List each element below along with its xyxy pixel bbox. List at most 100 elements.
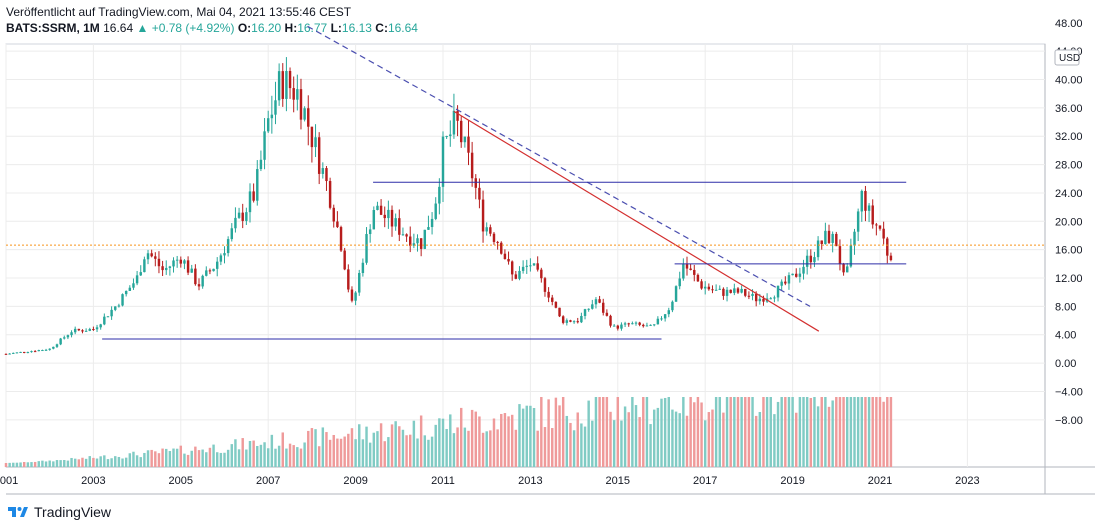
volume-bar (642, 397, 645, 467)
candle-body (787, 275, 791, 284)
volume-bar (529, 405, 532, 467)
candle-body (219, 255, 223, 262)
candle-body (314, 137, 317, 148)
candle-body (186, 260, 190, 273)
volume-bar (423, 435, 427, 467)
volume-bar (201, 449, 204, 467)
candle-body (736, 288, 740, 293)
volume-bar (514, 429, 518, 467)
candle-body (139, 272, 142, 276)
volume-bar (671, 409, 674, 467)
volume-bar (165, 448, 168, 467)
candle-body (361, 262, 365, 274)
x-tick-label: 2023 (955, 475, 979, 487)
volume-bar (219, 452, 223, 467)
volume-bar (816, 406, 820, 467)
candle-body (456, 110, 459, 121)
x-tick-label: 2009 (343, 475, 367, 487)
candle-body (795, 273, 798, 277)
x-tick-label: 2019 (780, 475, 804, 487)
candle-body (73, 328, 77, 333)
candle-body (121, 294, 124, 306)
volume-bar (609, 411, 612, 467)
close-label: C: (375, 21, 388, 35)
candle-body (678, 278, 681, 287)
volume-bar (48, 460, 51, 467)
up-arrow-icon: ▲ (136, 21, 149, 35)
volume-bar (569, 422, 572, 467)
volume-bar (864, 397, 867, 467)
volume-bar (186, 454, 190, 467)
candle-body (631, 323, 634, 325)
volume-bar (831, 400, 834, 467)
volume-bar (889, 397, 893, 467)
volume-bar (66, 460, 70, 467)
volume-bar (554, 397, 558, 467)
volume-bar (321, 427, 325, 467)
candle-body (52, 346, 55, 349)
candle-body (667, 310, 671, 315)
candle-body (41, 350, 44, 352)
candle-body (569, 320, 572, 322)
volume-bar (540, 397, 543, 467)
candle-body (693, 269, 696, 275)
volume-bar (787, 397, 791, 467)
volume-bar (412, 420, 416, 467)
candle-body (842, 263, 845, 273)
candle-body (591, 304, 594, 309)
volume-bar (652, 409, 656, 467)
volume-bar (245, 449, 248, 467)
candle-body (63, 337, 66, 339)
volume-bar (518, 404, 521, 467)
volume-bar (63, 460, 66, 467)
x-tick-label: 2003 (81, 475, 105, 487)
candle-body (867, 205, 871, 211)
candle-body (81, 330, 84, 332)
volume-bar (168, 451, 172, 467)
candle-body (889, 255, 893, 261)
y-tick-label: 48.00 (1055, 18, 1083, 30)
volume-bar (583, 426, 587, 467)
candle-body (241, 212, 244, 221)
candle-body (19, 351, 22, 353)
volume-bar (769, 397, 772, 467)
candle-body (328, 181, 332, 208)
candle-body (481, 199, 485, 232)
volume-bar (314, 429, 317, 467)
candle-body (365, 234, 368, 263)
candle-body (602, 302, 605, 313)
candle-body (816, 240, 820, 258)
candle-body (725, 289, 729, 296)
candle-body (347, 269, 350, 290)
volume-bar (649, 424, 652, 467)
candle-body (124, 290, 128, 295)
candle-body (427, 227, 430, 230)
volume-bar (714, 397, 718, 467)
volume-bar (172, 448, 175, 467)
candle-body (339, 227, 343, 251)
candle-body (277, 71, 281, 101)
high-label: H: (284, 21, 298, 35)
candle-body (22, 351, 26, 353)
volume-bar (685, 415, 689, 467)
volume-bar (379, 423, 383, 467)
candle-body (689, 268, 692, 270)
volume-bar (452, 433, 456, 467)
volume-bar (638, 417, 641, 467)
candle-body (496, 241, 499, 243)
candle-body (445, 136, 448, 138)
volume-bar (398, 426, 401, 467)
volume-bar (266, 448, 270, 467)
volume-bar (15, 462, 19, 467)
volume-bar (700, 402, 703, 467)
volume-bar (510, 414, 514, 467)
candle-body (784, 281, 787, 284)
candle-body (671, 301, 674, 311)
candle-body (580, 315, 583, 323)
candle-body (849, 245, 853, 267)
volume-bar (776, 401, 780, 467)
candle-body (234, 217, 237, 229)
volume-bar (463, 427, 467, 467)
candle-body (55, 344, 59, 347)
